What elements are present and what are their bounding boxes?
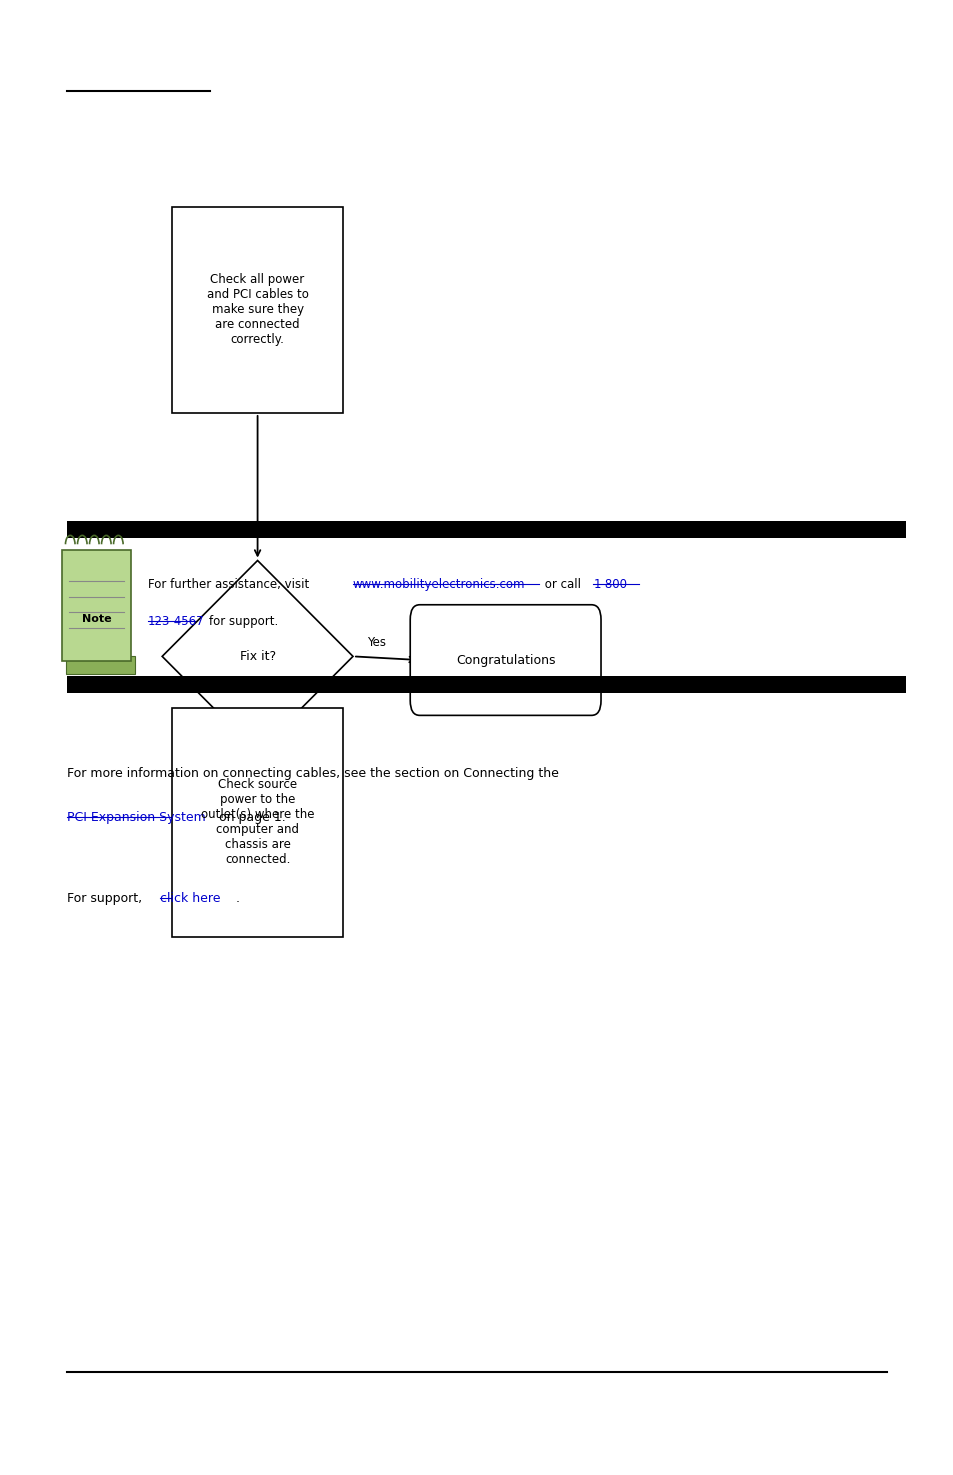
Text: or call: or call — [540, 578, 584, 591]
Text: 1-800-: 1-800- — [593, 578, 631, 591]
Text: For more information on connecting cables, see the section on Connecting the: For more information on connecting cable… — [67, 767, 558, 780]
Text: Note: Note — [81, 614, 112, 624]
Text: www.mobilityelectronics.com: www.mobilityelectronics.com — [353, 578, 525, 591]
Text: Fix it?: Fix it? — [239, 650, 275, 662]
FancyBboxPatch shape — [410, 605, 600, 715]
FancyBboxPatch shape — [62, 550, 131, 661]
Text: For support,: For support, — [67, 892, 142, 906]
Bar — [67, 521, 905, 538]
Text: for support.: for support. — [209, 615, 278, 628]
Text: Check all power
and PCI cables to
make sure they
are connected
correctly.: Check all power and PCI cables to make s… — [207, 273, 308, 347]
Bar — [66, 656, 134, 674]
FancyBboxPatch shape — [172, 207, 343, 413]
Polygon shape — [162, 560, 353, 752]
Text: click here: click here — [160, 892, 220, 906]
FancyBboxPatch shape — [172, 708, 343, 937]
Text: For further assistance, visit: For further assistance, visit — [148, 578, 313, 591]
Text: .: . — [235, 892, 239, 906]
Text: Yes: Yes — [367, 636, 386, 649]
Text: on page 1.: on page 1. — [219, 811, 286, 825]
Text: 123-4567: 123-4567 — [148, 615, 204, 628]
Text: PCI Expansion System: PCI Expansion System — [67, 811, 205, 825]
Text: No: No — [269, 779, 285, 792]
Text: Congratulations: Congratulations — [456, 653, 555, 667]
Text: Check source
power to the
outlet(s) where the
computer and
chassis are
connected: Check source power to the outlet(s) wher… — [201, 779, 314, 866]
Bar — [67, 676, 905, 693]
